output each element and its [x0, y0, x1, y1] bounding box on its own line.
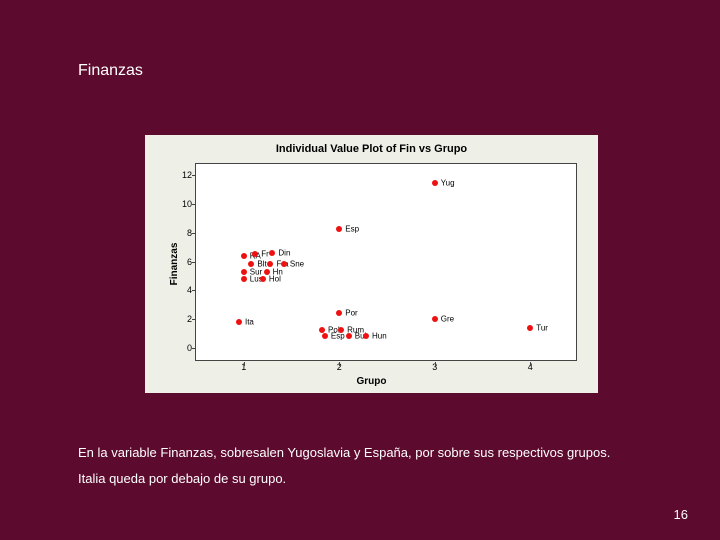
ytick-mark: [192, 348, 196, 349]
data-point: [269, 250, 275, 256]
data-point: [432, 316, 438, 322]
ytick-mark: [192, 204, 196, 205]
data-point: [336, 226, 342, 232]
ytick-label: 12: [182, 170, 192, 180]
chart-xlabel: Grupo: [145, 376, 598, 387]
data-point: [241, 253, 247, 259]
chart-container: Individual Value Plot of Fin vs Grupo Fi…: [145, 135, 598, 393]
data-point-label: Esp: [345, 224, 359, 233]
data-point: [236, 319, 242, 325]
data-point: [241, 276, 247, 282]
data-point-label: Fr: [261, 250, 269, 259]
ytick-mark: [192, 319, 196, 320]
xtick-mark: [435, 362, 436, 366]
xtick-mark: [244, 362, 245, 366]
data-point-label: Hol: [269, 274, 281, 283]
xtick-mark: [339, 362, 340, 366]
data-point-label: Sne: [290, 260, 304, 269]
data-point-label: Ita: [245, 317, 254, 326]
ytick-label: 10: [182, 199, 192, 209]
ytick-mark: [192, 262, 196, 263]
data-point: [336, 310, 342, 316]
chart-ylabel: Finanzas: [169, 243, 180, 286]
page-number: 16: [674, 507, 688, 522]
data-point: [363, 333, 369, 339]
slide-caption: En la variable Finanzas, sobresalen Yugo…: [78, 440, 638, 492]
data-point: [260, 276, 266, 282]
data-point-label: Gre: [441, 314, 454, 323]
data-point-label: Esp: [331, 332, 345, 341]
data-point-label: Tur: [536, 323, 548, 332]
data-point: [346, 333, 352, 339]
data-point: [527, 325, 533, 331]
data-point: [322, 333, 328, 339]
ytick-mark: [192, 290, 196, 291]
plot-area: 0246810121234RAFrDinBltFraSneSurHnLusHol…: [195, 163, 577, 361]
ytick-mark: [192, 175, 196, 176]
data-point-label: Hun: [372, 332, 387, 341]
slide-heading: Finanzas: [78, 62, 143, 80]
data-point: [252, 251, 258, 257]
xtick-mark: [530, 362, 531, 366]
data-point-label: Din: [278, 248, 290, 257]
data-point-label: Yug: [441, 178, 455, 187]
chart-title: Individual Value Plot of Fin vs Grupo: [145, 143, 598, 155]
data-point-label: Por: [345, 309, 357, 318]
ytick-mark: [192, 233, 196, 234]
data-point: [432, 180, 438, 186]
data-point: [241, 269, 247, 275]
